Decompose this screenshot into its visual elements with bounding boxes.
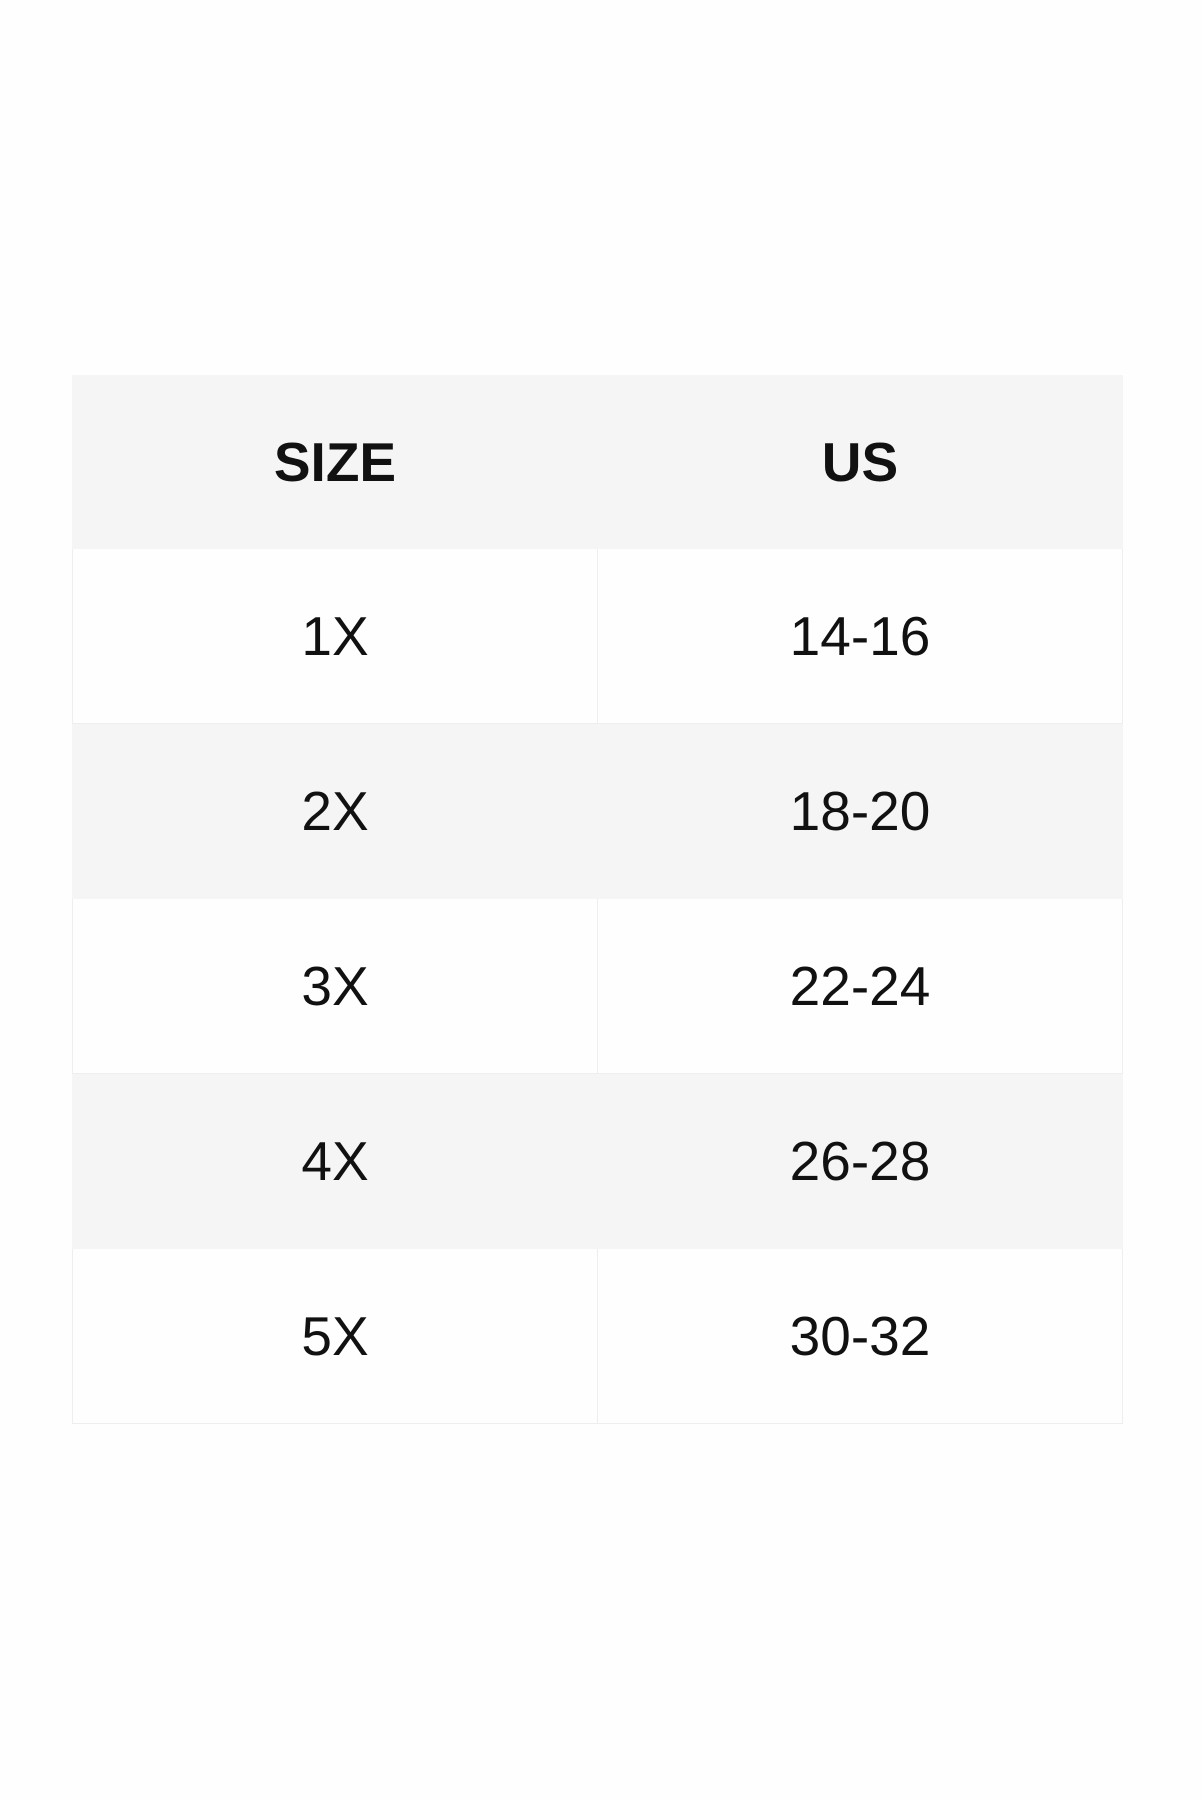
header-cell: SIZE bbox=[72, 375, 598, 549]
table-body: 1X 14-16 2X 18-20 3X 22-24 4X 26-28 5X 30-32 bbox=[72, 548, 1123, 1424]
header-cell: US bbox=[597, 375, 1123, 549]
table-cell: 22-24 bbox=[597, 898, 1123, 1074]
table-cell: 14-16 bbox=[597, 548, 1123, 724]
table-cell: 4X bbox=[72, 1073, 598, 1249]
header-row: SIZE US bbox=[72, 375, 1123, 549]
table-cell: 30-32 bbox=[597, 1248, 1123, 1424]
table-row: 2X 18-20 bbox=[72, 723, 1123, 899]
table-cell: 1X bbox=[72, 548, 598, 724]
table-row: 1X 14-16 bbox=[72, 548, 1123, 724]
table-cell: 3X bbox=[72, 898, 598, 1074]
table-row: 5X 30-32 bbox=[72, 1248, 1123, 1424]
table-cell: 18-20 bbox=[597, 723, 1123, 899]
table-row: 4X 26-28 bbox=[72, 1073, 1123, 1249]
table-row: 3X 22-24 bbox=[72, 898, 1123, 1074]
table-cell: 26-28 bbox=[597, 1073, 1123, 1249]
size-table: SIZE US 1X 14-16 2X 18-20 3X 22-24 4X 26-28 5X 30… bbox=[72, 375, 1123, 1424]
table-cell: 2X bbox=[72, 723, 598, 899]
table-cell: 5X bbox=[72, 1248, 598, 1424]
